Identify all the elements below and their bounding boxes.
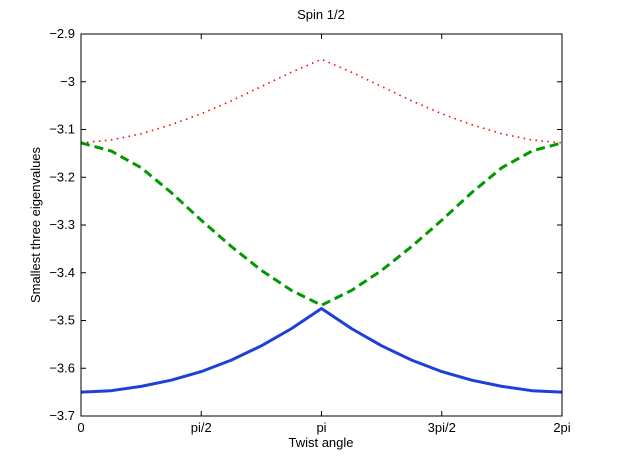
x-tick-label: 3pi/2 — [428, 420, 456, 435]
x-tick-label: 2pi — [553, 420, 570, 435]
x-tick-label: pi — [316, 420, 326, 435]
x-tick-label: pi/2 — [191, 420, 212, 435]
y-tick-label: −3.1 — [49, 122, 75, 137]
plot-frame — [80, 33, 563, 417]
y-tick-label: −3.5 — [49, 313, 75, 328]
series-line-solid — [80, 307, 563, 394]
y-tick-label: −3.6 — [49, 360, 75, 375]
series-line-dotted — [80, 58, 563, 144]
y-tick-label: −3.7 — [49, 408, 75, 423]
x-axis-label: Twist angle — [288, 435, 353, 450]
y-axis-label: Smallest three eigenvalues — [28, 146, 43, 303]
x-axis-ticks: 0 pi/2 pi 3pi/2 2pi — [77, 34, 571, 435]
chart-title: Spin 1/2 — [297, 7, 345, 22]
plot-series — [80, 58, 563, 394]
y-axis-ticks: −3.7 −3.6 −3.5 −3.4 −3.3 −3.2 −3.1 −3 −2.9 — [49, 26, 562, 423]
y-tick-label: −3 — [60, 74, 75, 89]
y-tick-label: −2.9 — [49, 26, 75, 41]
y-tick-label: −3.3 — [49, 217, 75, 232]
series-line-dashed — [80, 141, 563, 307]
y-tick-label: −3.2 — [49, 169, 75, 184]
y-tick-label: −3.4 — [49, 265, 75, 280]
x-tick-label: 0 — [77, 420, 84, 435]
